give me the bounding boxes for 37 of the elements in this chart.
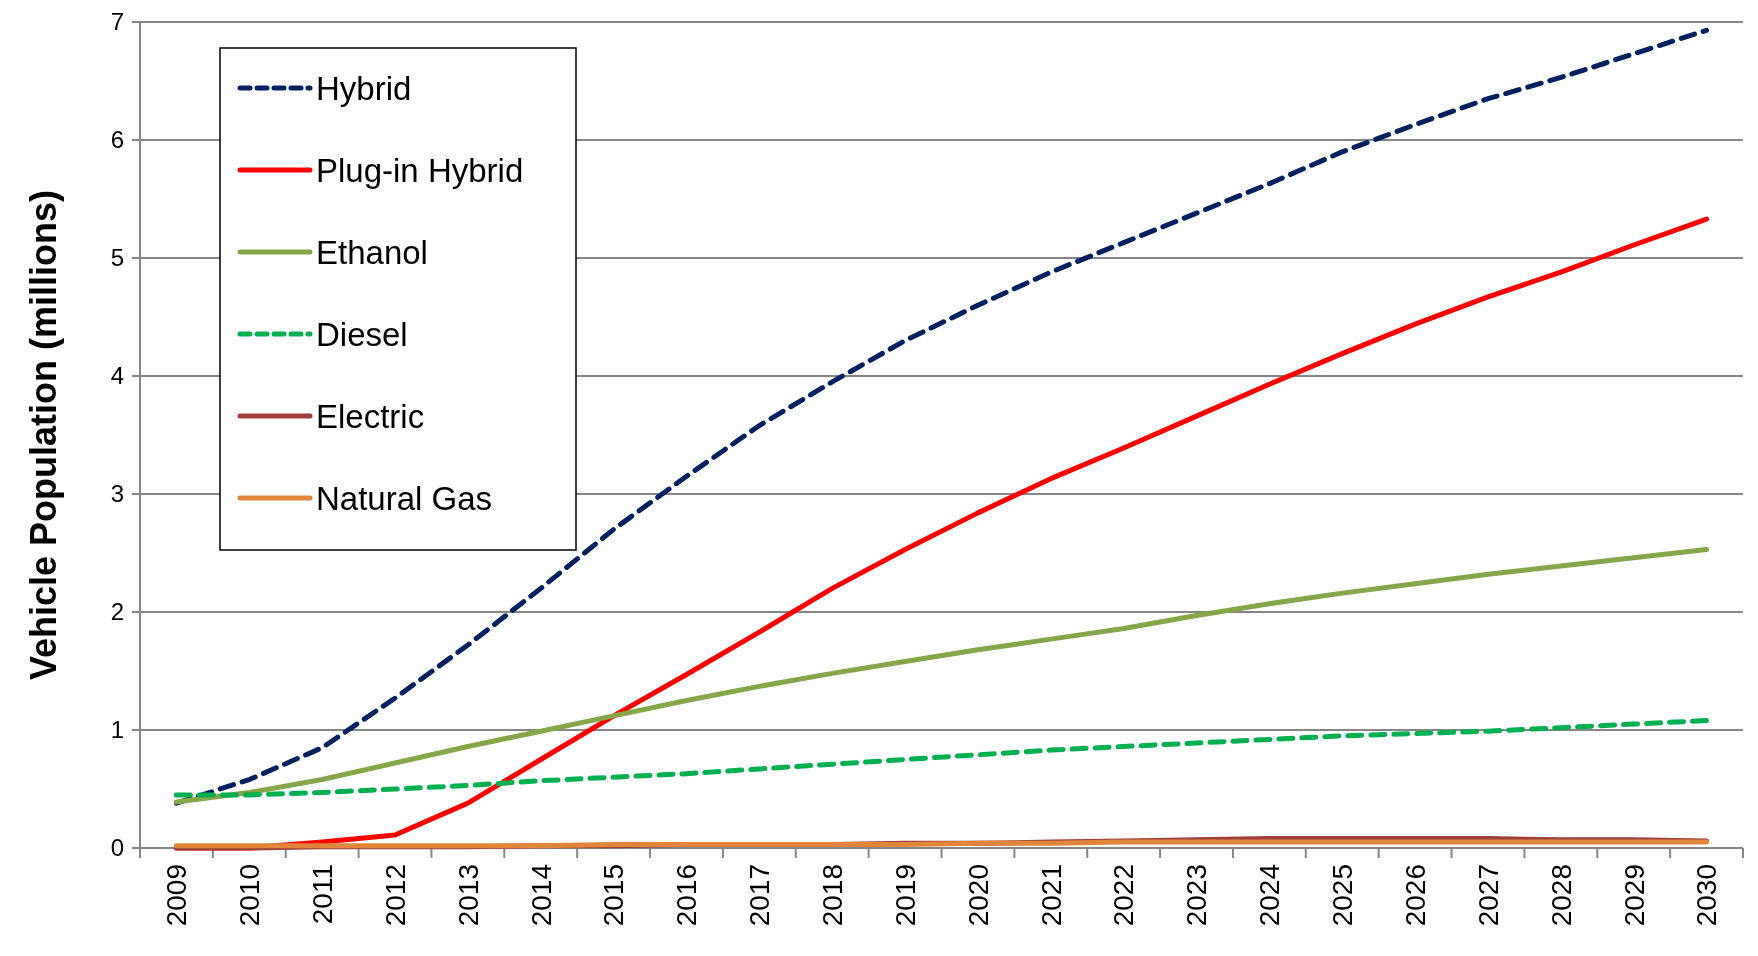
y-axis-title: Vehicle Population (millions) (23, 189, 64, 681)
x-tick-label: 2030 (1691, 864, 1723, 927)
x-tick-label: 2009 (161, 864, 193, 927)
y-tick-label: 0 (110, 834, 124, 862)
x-tick-label: 2025 (1327, 864, 1359, 927)
x-tick-label: 2013 (452, 864, 484, 927)
legend-label: Diesel (316, 315, 408, 353)
y-tick-label: 6 (110, 126, 124, 154)
x-tick-label: 2015 (598, 864, 630, 927)
y-tick-label: 7 (110, 8, 124, 36)
x-tick-label: 2027 (1472, 864, 1504, 927)
y-tick-label: 1 (110, 716, 124, 744)
x-tick-label: 2020 (962, 864, 994, 927)
legend-label: Hybrid (316, 69, 412, 107)
x-tick-label: 2014 (525, 864, 557, 927)
legend-label: Ethanol (316, 233, 428, 271)
x-tick-label: 2029 (1618, 864, 1650, 927)
x-tick-label: 2022 (1108, 864, 1140, 927)
x-tick-label: 2026 (1399, 864, 1431, 927)
legend-label: Plug-in Hybrid (316, 151, 524, 189)
y-tick-label: 5 (110, 244, 124, 272)
legend-label: Natural Gas (316, 479, 493, 517)
x-tick-label: 2023 (1181, 864, 1213, 927)
y-tick-label: 4 (110, 362, 124, 390)
x-tick-label: 2024 (1254, 864, 1286, 927)
x-tick-label: 2018 (817, 864, 848, 927)
x-tick-label: 2017 (744, 864, 776, 927)
x-tick-label: 2016 (671, 864, 703, 927)
x-tick-label: 2021 (1035, 864, 1067, 927)
y-tick-label: 2 (110, 598, 124, 626)
x-tick-label: 2019 (889, 864, 921, 927)
x-tick-label: 2028 (1545, 864, 1577, 927)
x-tick-label: 2012 (379, 864, 411, 927)
legend-label: Electric (316, 397, 425, 435)
x-tick-label: 2011 (306, 864, 338, 925)
x-tick-label: 2010 (234, 864, 266, 927)
y-tick-label: 3 (110, 480, 124, 508)
